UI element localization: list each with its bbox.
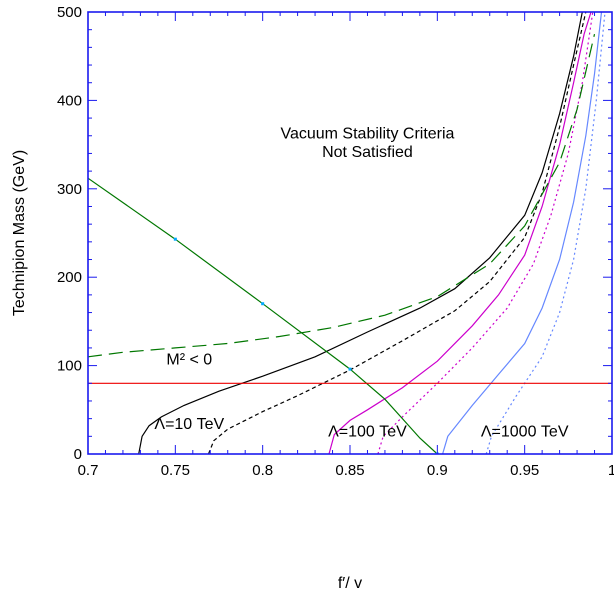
series-line-4 <box>442 12 603 454</box>
annotation-2: M² < 0 <box>166 352 212 369</box>
data-point <box>348 367 352 371</box>
y-axis-label: Technipion Mass (GeV) <box>11 150 28 316</box>
x-tick-label: 1 <box>608 462 614 479</box>
y-tick-label: 200 <box>57 269 82 286</box>
series-line-3 <box>377 12 594 454</box>
x-tick-label: 0.7 <box>78 462 99 479</box>
x-tick-label: 0.85 <box>335 462 364 479</box>
y-tick-label: 500 <box>57 4 82 21</box>
annotation-0: Vacuum Stability Criteria <box>280 125 454 142</box>
y-tick-label: 400 <box>57 92 82 109</box>
annotation-3: Λ=10 TeV <box>154 416 224 433</box>
series-line-7 <box>88 177 438 454</box>
y-tick-label: 300 <box>57 181 82 198</box>
x-tick-label: 0.75 <box>161 462 190 479</box>
x-tick-label: 0.9 <box>427 462 448 479</box>
series-line-2 <box>328 12 592 454</box>
series-line-0 <box>138 12 583 454</box>
annotation-1: Not Satisfied <box>322 144 413 161</box>
series-line-1 <box>207 12 587 454</box>
annotation-5: Λ=1000 TeV <box>481 423 569 440</box>
y-tick-label: 100 <box>57 358 82 375</box>
x-axis-label: f′/ v <box>338 575 362 592</box>
x-tick-label: 0.8 <box>252 462 273 479</box>
annotation-4: Λ=100 TeV <box>328 423 407 440</box>
x-tick-label: 0.95 <box>510 462 539 479</box>
series-line-5 <box>485 12 606 454</box>
series-line-6 <box>88 33 596 358</box>
data-point <box>261 302 265 306</box>
y-tick-label: 0 <box>74 446 82 463</box>
data-point <box>173 237 177 241</box>
